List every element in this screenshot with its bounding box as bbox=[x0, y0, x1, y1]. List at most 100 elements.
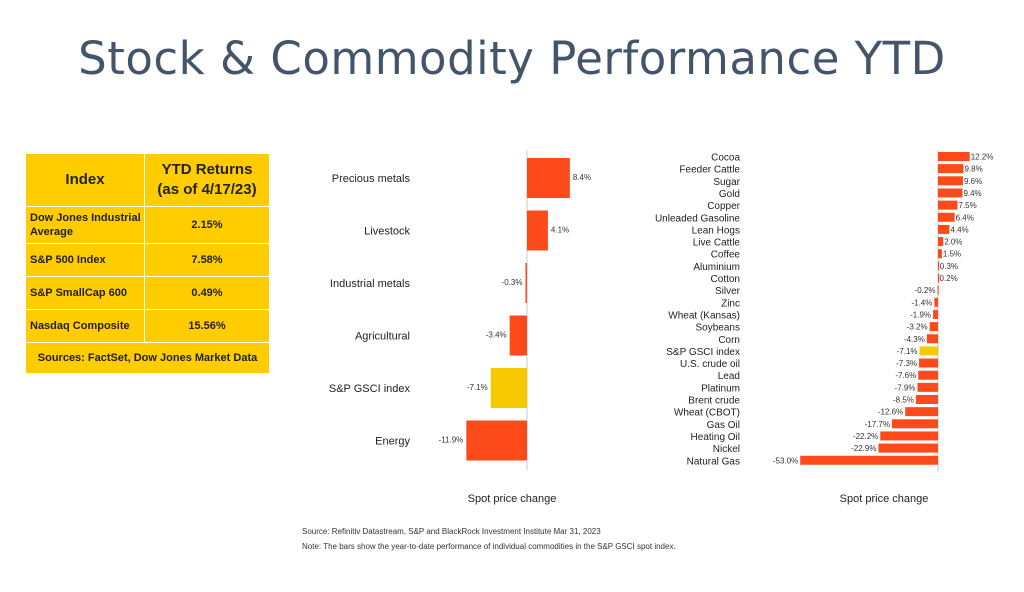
chart1-value-label: 8.4% bbox=[573, 173, 591, 182]
index-value: 2.15% bbox=[144, 206, 270, 244]
chart1-bar bbox=[527, 158, 570, 198]
chart1-bar bbox=[509, 315, 527, 356]
index-name: S&P 500 Index bbox=[25, 243, 145, 277]
chart1-category-label: Energy bbox=[375, 436, 410, 448]
chart2-category-label: Nickel bbox=[713, 444, 740, 455]
header-returns-line1: YTD Returns bbox=[161, 161, 253, 178]
chart2-bar bbox=[938, 224, 950, 234]
chart2-value-label: -8.5% bbox=[893, 396, 914, 405]
chart2-category-label: Coffee bbox=[711, 250, 741, 261]
chart2-value-label: 9.4% bbox=[963, 189, 981, 198]
chart2-xlabel: Spot price change bbox=[840, 493, 929, 505]
chart2-bar bbox=[917, 382, 938, 392]
chart1-bar bbox=[527, 210, 548, 251]
chart2-bar bbox=[926, 334, 938, 344]
chart2-bar bbox=[938, 152, 970, 161]
chart2-bar bbox=[918, 370, 938, 380]
chart2-category-label: Cotton bbox=[711, 274, 740, 285]
table-row: Nasdaq Composite 15.56% bbox=[25, 309, 270, 343]
chart2-category-label: Corn bbox=[718, 335, 740, 346]
chart2-value-label: 9.6% bbox=[964, 177, 982, 186]
chart2-value-label: 0.3% bbox=[940, 262, 958, 271]
chart2-bar bbox=[878, 443, 938, 453]
index-name: Dow Jones Industrial Average bbox=[25, 206, 145, 244]
chart2-value-label: -53.0% bbox=[773, 456, 798, 465]
chart2-value-label: 1.5% bbox=[943, 250, 961, 259]
chart1-bar bbox=[490, 368, 527, 408]
chart2-category-label: Unleaded Gasoline bbox=[655, 213, 740, 224]
chart2-value-label: -17.7% bbox=[865, 420, 890, 429]
chart1-xlabel: Spot price change bbox=[468, 493, 557, 505]
table-row: Dow Jones Industrial Average 2.15% bbox=[25, 206, 270, 244]
header-returns-line2: (as of 4/17/23) bbox=[157, 181, 257, 198]
chart2-bar bbox=[915, 395, 938, 404]
chart2-bar bbox=[938, 212, 955, 222]
chart2-category-label: Natural Gas bbox=[687, 456, 740, 467]
chart2-value-label: -22.2% bbox=[853, 432, 878, 441]
chart1-bar bbox=[525, 263, 527, 303]
chart2-category-label: Cocoa bbox=[711, 153, 740, 164]
chart2-value-label: 6.4% bbox=[956, 213, 974, 222]
chart2-value-label: 7.5% bbox=[959, 201, 977, 210]
chart1-value-label: -3.4% bbox=[486, 331, 507, 340]
chart2-category-label: Gold bbox=[719, 189, 740, 200]
chart2-value-label: -7.3% bbox=[896, 359, 917, 368]
chart2-category-label: Wheat (CBOT) bbox=[674, 408, 740, 419]
chart1-category-label: Industrial metals bbox=[330, 278, 411, 290]
chart2-category-label: Copper bbox=[707, 201, 740, 212]
slide-title: Stock & Commodity Performance YTD bbox=[78, 32, 946, 85]
chart2-category-label: Zinc bbox=[721, 298, 740, 309]
chart2-category-label: Gas Oil bbox=[707, 420, 740, 431]
chart1-value-label: -7.1% bbox=[467, 383, 488, 392]
chart1-category-label: Precious metals bbox=[332, 173, 411, 185]
chart2-bar bbox=[938, 200, 958, 210]
index-value: 7.58% bbox=[144, 243, 270, 277]
chart2-value-label: -0.2% bbox=[915, 286, 936, 295]
chart1-value-label: -0.3% bbox=[502, 278, 523, 287]
chart1-bar bbox=[466, 420, 527, 461]
chart1-value-label: 4.1% bbox=[551, 226, 569, 235]
chart2-category-label: Live Cattle bbox=[693, 238, 741, 249]
chart2-value-label: -7.1% bbox=[897, 347, 918, 356]
chart2-bar bbox=[933, 309, 938, 319]
header-ytd-returns: YTD Returns (as of 4/17/23) bbox=[144, 153, 270, 207]
chart2-value-label: 0.2% bbox=[940, 274, 958, 283]
chart2-bar bbox=[800, 455, 938, 465]
chart2-category-label: Brent crude bbox=[688, 396, 740, 407]
chart2-value-label: -1.4% bbox=[911, 298, 932, 307]
chart2-bar bbox=[929, 322, 938, 332]
chart2-value-label: -4.3% bbox=[904, 335, 925, 344]
footnote-note: Note: The bars show the year-to-date per… bbox=[302, 542, 676, 551]
chart1-value-label: -11.9% bbox=[439, 436, 464, 445]
chart2-bar bbox=[938, 237, 944, 247]
chart2-bar bbox=[919, 358, 938, 368]
chart2-value-label: -22.9% bbox=[851, 444, 876, 453]
chart2-bar bbox=[938, 261, 940, 271]
chart2-bar bbox=[938, 164, 964, 174]
chart2-value-label: -3.2% bbox=[907, 323, 928, 332]
table-sources: Sources: FactSet, Dow Jones Market Data bbox=[25, 342, 270, 374]
chart2-category-label: Soybeans bbox=[696, 323, 740, 334]
chart2-bar bbox=[938, 188, 963, 198]
chart2-value-label: 9.8% bbox=[964, 165, 982, 174]
table-sources-row: Sources: FactSet, Dow Jones Market Data bbox=[25, 342, 270, 374]
chart2-category-label: Lead bbox=[718, 371, 740, 382]
chart2-value-label: -12.6% bbox=[878, 408, 903, 417]
chart2-bar bbox=[938, 176, 963, 186]
index-returns-table: Index YTD Returns (as of 4/17/23) Dow Jo… bbox=[25, 153, 270, 374]
table-header-row: Index YTD Returns (as of 4/17/23) bbox=[25, 153, 270, 207]
table-row: S&P 500 Index 7.58% bbox=[25, 243, 270, 277]
chart2-bar bbox=[919, 346, 938, 356]
table-row: S&P SmallCap 600 0.49% bbox=[25, 276, 270, 310]
chart2-value-label: -1.9% bbox=[910, 310, 931, 319]
chart2-category-label: U.S. crude oil bbox=[680, 359, 740, 370]
footnote-source: Source: Refinitiv Datastream, S&P and Bl… bbox=[302, 527, 601, 536]
chart2-category-label: S&P GSCI index bbox=[666, 347, 740, 358]
chart2-bar bbox=[937, 285, 939, 295]
index-name: Nasdaq Composite bbox=[25, 309, 145, 343]
chart2-category-label: Heating Oil bbox=[691, 432, 740, 443]
chart2-bar bbox=[880, 431, 938, 441]
chart2-value-label: -7.9% bbox=[895, 383, 916, 392]
chart2-category-label: Feeder Cattle bbox=[679, 165, 740, 176]
